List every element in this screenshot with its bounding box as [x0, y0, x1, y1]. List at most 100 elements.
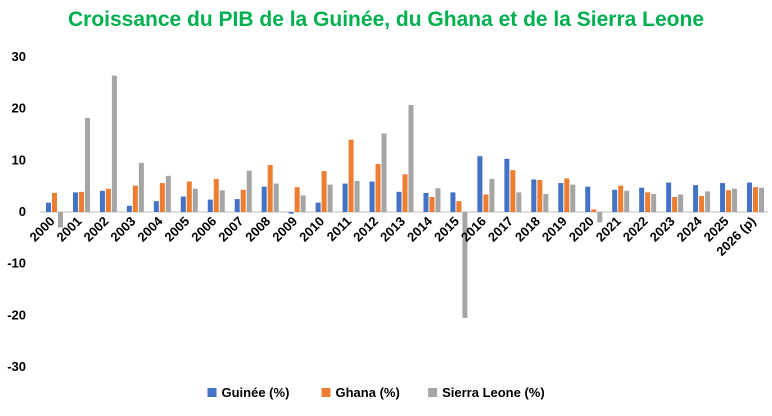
bar-Sierra Leone (%): [435, 188, 441, 212]
x-tick-label: 2009: [269, 214, 300, 245]
bar-Sierra Leone (%): [678, 194, 684, 212]
x-tick-label: 2013: [377, 214, 408, 245]
bar-Sierra Leone (%): [759, 187, 765, 212]
bar-Ghana (%): [564, 178, 570, 212]
bar-Ghana (%): [78, 191, 84, 212]
x-tick-label: 2000: [27, 214, 58, 245]
x-tick-label: 2002: [80, 214, 111, 245]
y-tick-label: -10: [7, 256, 26, 271]
bar-Guinée (%): [423, 192, 429, 212]
bar-Ghana (%): [591, 209, 597, 212]
legend-label: Ghana (%): [336, 385, 400, 400]
bar-Ghana (%): [321, 171, 327, 212]
bar-Sierra Leone (%): [354, 181, 360, 212]
bar-Ghana (%): [672, 197, 678, 212]
bar-Guinée (%): [747, 182, 753, 212]
bar-Guinée (%): [234, 199, 240, 212]
bar-Sierra Leone (%): [624, 190, 630, 212]
bar-Guinée (%): [666, 182, 672, 212]
bar-Guinée (%): [72, 192, 78, 212]
bar-Sierra Leone (%): [732, 188, 738, 212]
bar-Sierra Leone (%): [327, 184, 333, 212]
x-tick-label: 2005: [161, 214, 192, 245]
bar-Ghana (%): [213, 178, 219, 212]
bar-Sierra Leone (%): [543, 193, 549, 212]
bar-Guinée (%): [504, 158, 510, 212]
bar-Ghana (%): [510, 170, 516, 212]
x-tick-label: 2024: [674, 213, 706, 245]
bar-Sierra Leone (%): [111, 75, 117, 212]
bar-Guinée (%): [720, 183, 726, 212]
bar-Sierra Leone (%): [408, 105, 414, 212]
y-tick-label: -20: [7, 307, 26, 322]
legend-label: Guinée (%): [222, 385, 290, 400]
bar-Sierra Leone (%): [651, 193, 657, 212]
bar-Sierra Leone (%): [57, 212, 63, 228]
bar-Ghana (%): [618, 185, 624, 212]
bar-Ghana (%): [726, 190, 732, 212]
x-tick-label: 2022: [620, 214, 651, 245]
x-tick-label: 2008: [242, 214, 273, 245]
bar-Ghana (%): [240, 189, 246, 212]
bar-Guinée (%): [531, 179, 537, 212]
bar-Sierra Leone (%): [462, 212, 468, 318]
bar-Sierra Leone (%): [597, 212, 603, 223]
bar-Guinée (%): [369, 181, 375, 212]
x-tick-label: 2023: [647, 214, 678, 245]
x-tick-label: 2011: [324, 214, 355, 245]
bar-Ghana (%): [159, 183, 165, 212]
bar-Sierra Leone (%): [570, 184, 576, 212]
bar-Sierra Leone (%): [381, 133, 387, 212]
bar-Ghana (%): [429, 197, 435, 212]
y-tick-label: -30: [7, 359, 26, 374]
bar-Sierra Leone (%): [516, 192, 522, 212]
y-tick-label: 20: [12, 101, 26, 116]
bar-Guinée (%): [315, 202, 321, 212]
bar-Ghana (%): [51, 192, 57, 212]
x-tick-label: 2015: [431, 214, 462, 245]
bar-Sierra Leone (%): [138, 162, 144, 212]
x-tick-label: 2004: [134, 213, 166, 245]
bar-Guinée (%): [585, 186, 591, 212]
bar-Guinée (%): [45, 202, 51, 212]
bar-Sierra Leone (%): [192, 188, 198, 212]
x-tick-label: 2018: [512, 214, 543, 245]
bar-Guinée (%): [558, 183, 564, 212]
bar-Guinée (%): [207, 199, 213, 212]
bar-Ghana (%): [456, 201, 462, 212]
bar-Guinée (%): [180, 196, 186, 212]
bar-Ghana (%): [402, 174, 408, 212]
bar-Ghana (%): [267, 164, 273, 212]
x-tick-label: 2006: [188, 214, 219, 245]
bar-Sierra Leone (%): [219, 190, 225, 212]
bar-Guinée (%): [126, 205, 132, 212]
bar-Sierra Leone (%): [246, 170, 252, 212]
bar-Guinée (%): [477, 156, 483, 212]
bar-Guinée (%): [693, 185, 699, 212]
bar-Ghana (%): [375, 163, 381, 212]
y-tick-label: 30: [12, 49, 26, 64]
bar-Sierra Leone (%): [705, 191, 711, 212]
x-tick-label: 2012: [350, 214, 381, 245]
bar-Guinée (%): [612, 189, 618, 212]
x-tick-label: 2003: [107, 214, 138, 245]
bar-Ghana (%): [132, 185, 138, 212]
x-tick-label: 2007: [215, 214, 246, 245]
x-tick-label: 2017: [485, 214, 516, 245]
y-tick-label: 0: [19, 204, 26, 219]
y-tick-label: 10: [12, 152, 26, 167]
bar-Ghana (%): [537, 179, 543, 212]
bar-Ghana (%): [348, 139, 354, 212]
bar-Ghana (%): [186, 181, 192, 212]
bar-Ghana (%): [105, 188, 111, 212]
bar-Sierra Leone (%): [84, 117, 90, 212]
bar-Sierra Leone (%): [165, 175, 171, 212]
bar-Sierra Leone (%): [273, 183, 279, 212]
legend-swatch: [207, 388, 217, 397]
bar-Guinée (%): [450, 192, 456, 212]
bar-Ghana (%): [699, 195, 705, 212]
x-tick-label: 2020: [566, 214, 597, 245]
legend-label: Sierra Leone (%): [442, 385, 545, 400]
